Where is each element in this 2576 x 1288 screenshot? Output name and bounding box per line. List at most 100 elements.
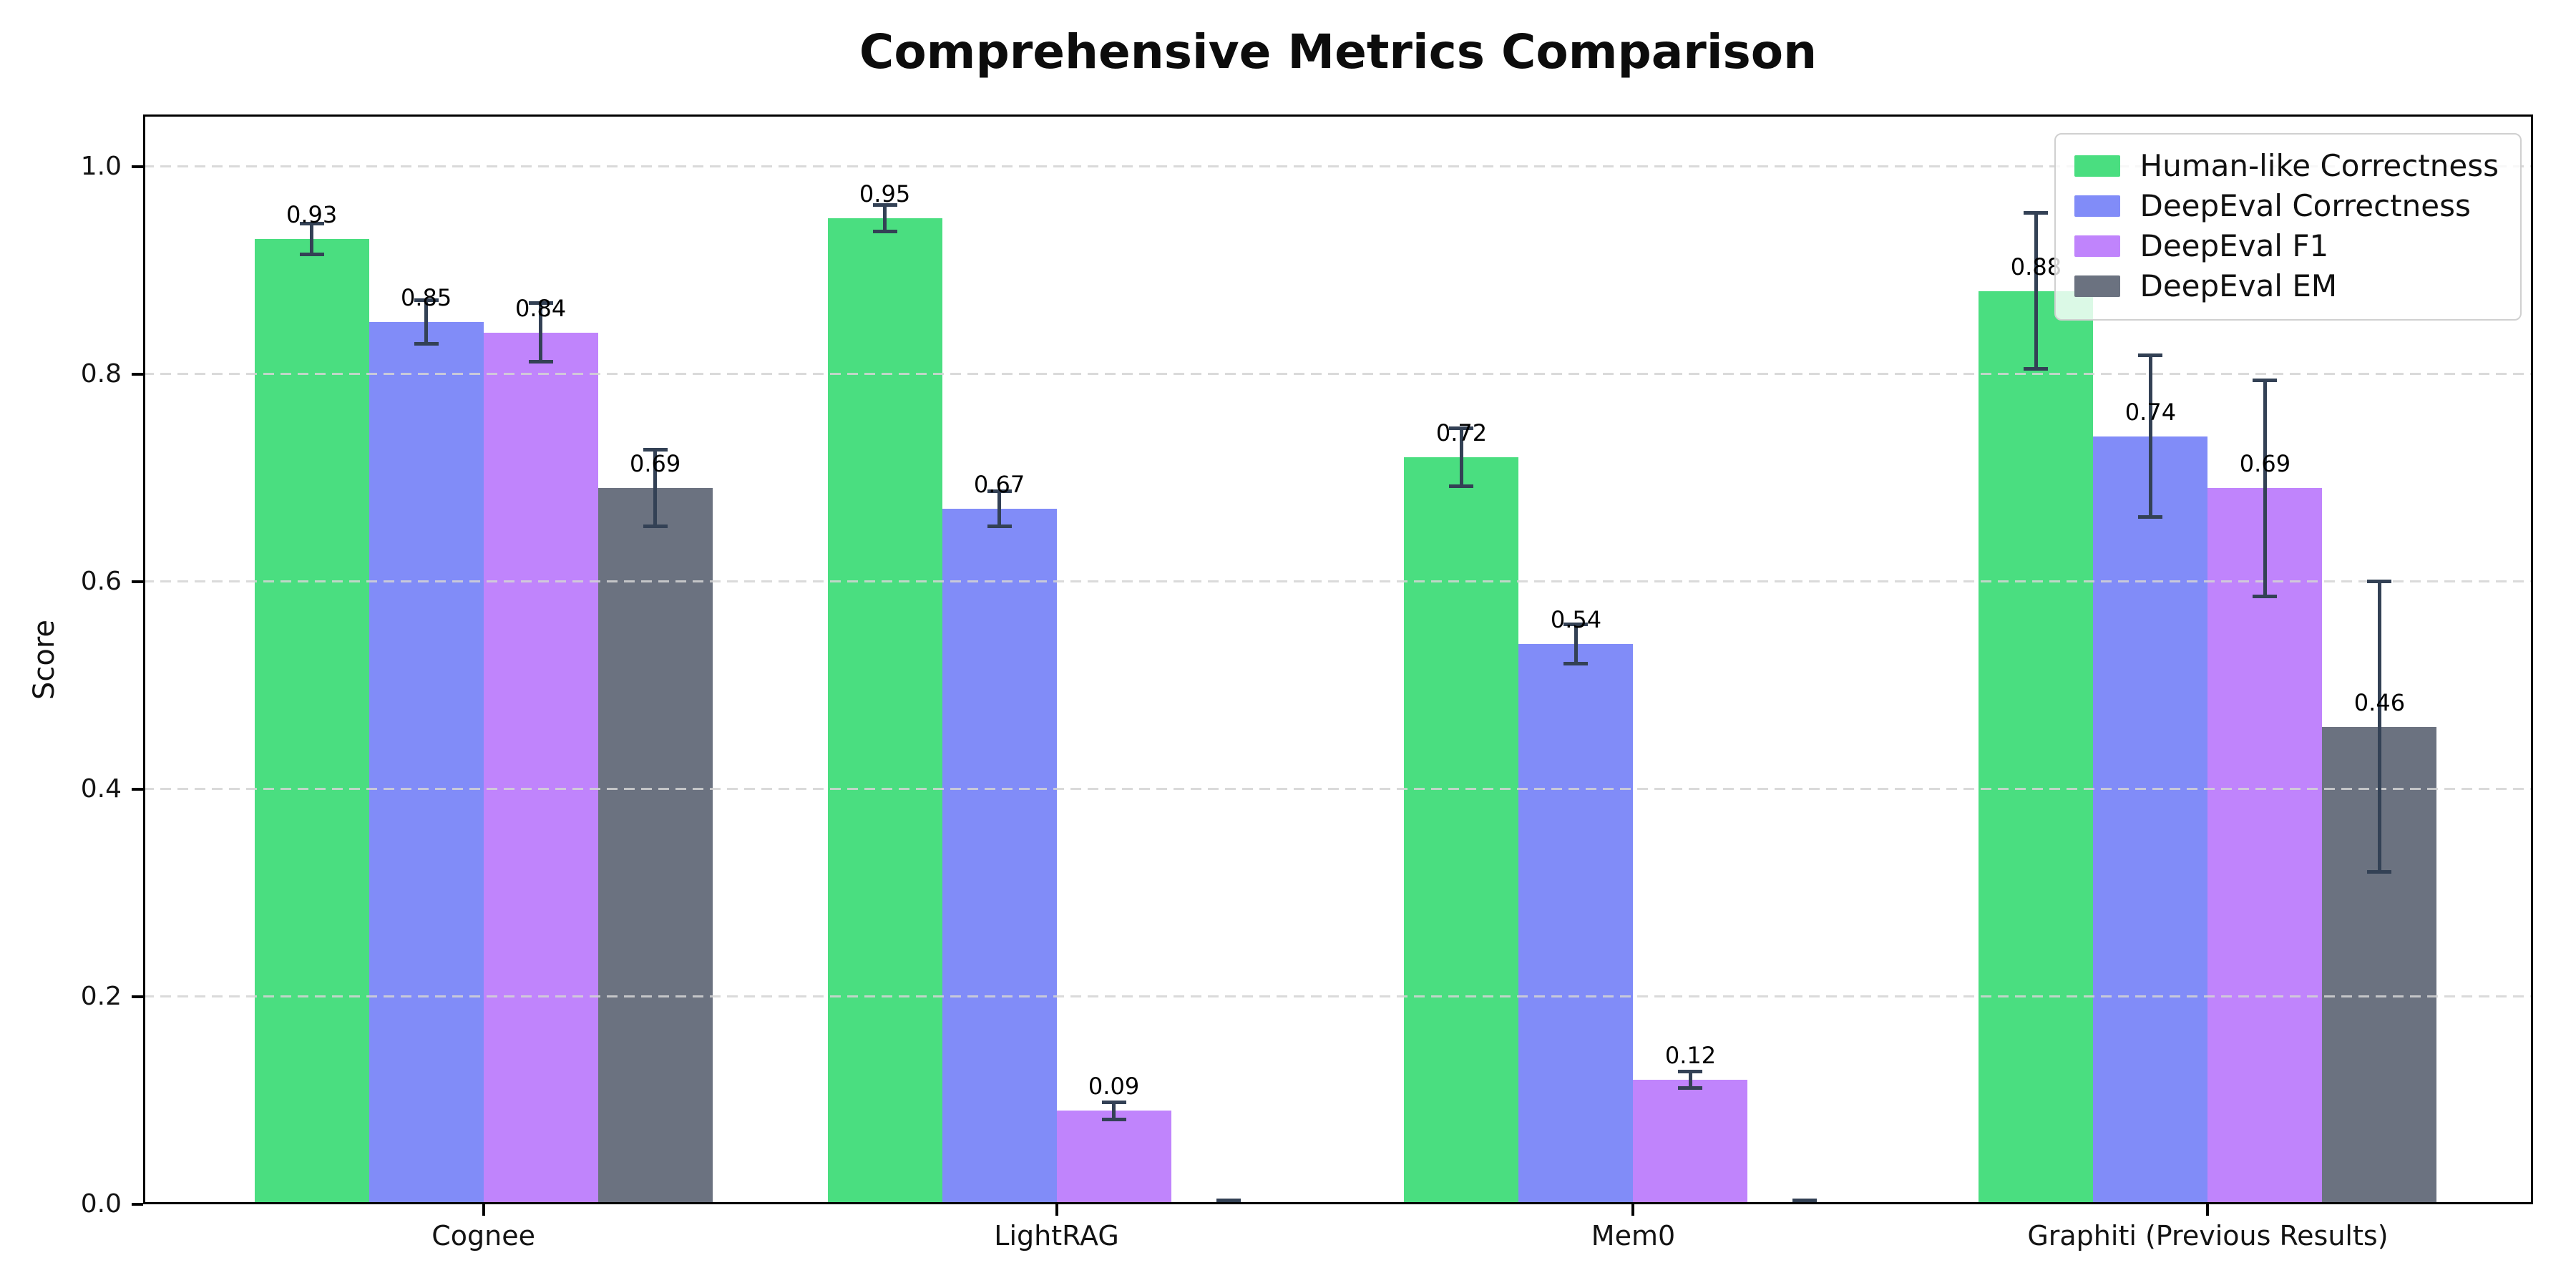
y-tick-mark-0.4 xyxy=(132,787,143,791)
error-cap-top xyxy=(1101,1101,1126,1105)
y-tick-label-0.6: 0.6 xyxy=(80,566,122,596)
bar-lightrag-deepeval-f1 xyxy=(1056,1111,1171,1204)
error-bar-lightrag-deepeval-f1 xyxy=(1112,1102,1116,1120)
legend-label-deepeval-correctness: DeepEval Correctness xyxy=(2140,188,2471,223)
bar-lightrag-deepeval-correctness xyxy=(942,509,1057,1204)
error-bar-cognee-deepeval-correctness xyxy=(424,300,429,344)
error-cap-bottom xyxy=(528,359,553,364)
value-label-cognee-human-like-correctness: 0.93 xyxy=(286,201,338,229)
chart-title: Comprehensive Metrics Comparison xyxy=(859,24,1818,79)
error-cap-top xyxy=(528,301,553,306)
error-cap-bottom xyxy=(299,253,324,257)
error-cap-bottom xyxy=(2138,515,2163,519)
error-cap-top xyxy=(2367,580,2392,584)
error-cap-bottom xyxy=(1101,1117,1126,1121)
error-bar-graphiti-previous-results-deepeval-em xyxy=(2377,581,2381,872)
bar-graphiti-previous-results-deepeval-correctness xyxy=(2093,436,2208,1204)
error-bar-cognee-human-like-correctness xyxy=(310,223,314,255)
bar-mem0-deepeval-f1 xyxy=(1633,1079,1748,1204)
plot-area: 0.93 0.95 0.72 0.88 0.85 0.67 0.54 0.74 0.84 0.09… xyxy=(81,114,2533,1252)
error-bar-lightrag-human-like-correctness xyxy=(883,205,887,232)
error-cap-top xyxy=(1563,622,1589,626)
error-cap-top xyxy=(2253,378,2278,382)
error-cap-top xyxy=(299,221,324,225)
error-cap-top xyxy=(414,298,439,303)
error-cap-bottom xyxy=(872,230,897,234)
legend-swatch-deepeval-correctness xyxy=(2074,195,2120,217)
value-label-mem0-human-like-correctness: 0.72 xyxy=(1435,419,1488,447)
x-tick-label-mem0: Mem0 xyxy=(1591,1220,1676,1252)
value-label-lightrag-human-like-correctness: 0.95 xyxy=(859,180,911,208)
bar-cognee-deepeval-em xyxy=(597,488,713,1204)
y-tick-label-0.0: 0.0 xyxy=(80,1189,122,1219)
error-cap-bottom xyxy=(2253,594,2278,598)
y-tick-mark-0.0 xyxy=(132,1203,143,1206)
bar-lightrag-human-like-correctness xyxy=(827,218,942,1204)
value-label-graphiti-previous-results-deepeval-em: 0.46 xyxy=(2353,688,2406,716)
error-bar-graphiti-previous-results-human-like-correctness xyxy=(2034,213,2038,369)
bar-graphiti-previous-results-human-like-correctness xyxy=(1979,291,2094,1204)
x-tick-label-lightrag: LightRAG xyxy=(994,1220,1119,1252)
value-label-graphiti-previous-results-human-like-correctness: 0.88 xyxy=(2010,253,2062,280)
value-label-mem0-deepeval-f1: 0.12 xyxy=(1664,1041,1717,1069)
gridline-0.4 xyxy=(143,788,2533,791)
value-label-graphiti-previous-results-deepeval-f1: 0.69 xyxy=(2239,450,2291,478)
x-tick-label-graphiti-previous-results: Graphiti (Previous Results) xyxy=(2027,1220,2389,1252)
legend-label-human-like-correctness: Human-like Correctness xyxy=(2140,148,2499,183)
error-bar-graphiti-previous-results-deepeval-correctness xyxy=(2148,355,2152,517)
bar-cognee-deepeval-f1 xyxy=(483,332,598,1204)
gridline-0.2 xyxy=(143,995,2533,998)
y-tick-mark-0.2 xyxy=(132,995,143,998)
y-axis-title: Score xyxy=(28,619,61,701)
legend-swatch-deepeval-em xyxy=(2074,275,2120,297)
error-cap-top xyxy=(643,448,668,452)
error-bar-mem0-deepeval-correctness xyxy=(1574,624,1578,664)
bar-cognee-deepeval-correctness xyxy=(369,322,484,1204)
error-cap-bottom xyxy=(1563,661,1589,665)
error-bar-mem0-deepeval-f1 xyxy=(1688,1071,1692,1088)
error-cap-bottom xyxy=(2367,870,2392,874)
value-label-cognee-deepeval-correctness: 0.85 xyxy=(400,284,452,312)
value-label-cognee-deepeval-f1: 0.84 xyxy=(514,294,567,322)
error-cap-top xyxy=(1792,1198,1818,1202)
x-tick-mark-cognee xyxy=(482,1204,485,1216)
bar-graphiti-previous-results-deepeval-f1 xyxy=(2207,488,2323,1204)
legend-swatch-human-like-correctness xyxy=(2074,155,2120,177)
legend-row-human-like-correctness: Human-like Correctness xyxy=(2074,149,2499,183)
bar-cognee-human-like-correctness xyxy=(254,239,369,1204)
y-tick-label-0.8: 0.8 xyxy=(80,358,122,389)
error-cap-top xyxy=(987,489,1012,494)
legend-row-deepeval-f1: DeepEval F1 xyxy=(2074,229,2499,263)
value-label-lightrag-deepeval-correctness: 0.67 xyxy=(973,471,1025,499)
value-label-graphiti-previous-results-deepeval-correctness: 0.74 xyxy=(2124,398,2177,426)
gridline-0.8 xyxy=(143,373,2533,376)
error-cap-bottom xyxy=(1449,484,1474,488)
error-bar-mem0-human-like-correctness xyxy=(1459,428,1463,487)
x-tick-label-cognee: Cognee xyxy=(431,1220,535,1252)
error-cap-bottom xyxy=(414,342,439,346)
legend-swatch-deepeval-f1 xyxy=(2074,235,2120,257)
x-tick-mark-lightrag xyxy=(1055,1204,1058,1216)
error-cap-top xyxy=(1449,426,1474,430)
legend-row-deepeval-correctness: DeepEval Correctness xyxy=(2074,189,2499,223)
value-label-lightrag-deepeval-f1: 0.09 xyxy=(1088,1073,1140,1101)
y-tick-mark-0.6 xyxy=(132,580,143,583)
error-cap-top xyxy=(1678,1069,1703,1073)
legend-row-deepeval-em: DeepEval EM xyxy=(2074,269,2499,303)
gridline-0.6 xyxy=(143,580,2533,583)
error-cap-top xyxy=(1216,1198,1241,1202)
error-cap-bottom xyxy=(1678,1086,1703,1091)
y-tick-label-1.0: 1.0 xyxy=(80,151,122,181)
bar-mem0-deepeval-correctness xyxy=(1518,643,1634,1204)
x-tick-mark-mem0 xyxy=(1631,1204,1635,1216)
gridline-1.0 xyxy=(143,165,2533,168)
y-tick-mark-1.0 xyxy=(132,165,143,168)
plot-clip-region: 0.93 0.95 0.72 0.88 0.85 0.67 0.54 0.74 0.84 0.09… xyxy=(143,114,2533,1204)
value-label-mem0-deepeval-correctness: 0.54 xyxy=(1550,605,1602,633)
error-cap-bottom xyxy=(643,525,668,529)
error-cap-bottom xyxy=(987,525,1012,529)
x-tick-mark-graphiti-previous-results xyxy=(2206,1204,2210,1216)
legend-label-deepeval-em: DeepEval EM xyxy=(2140,268,2338,303)
y-tick-label-0.4: 0.4 xyxy=(80,774,122,804)
